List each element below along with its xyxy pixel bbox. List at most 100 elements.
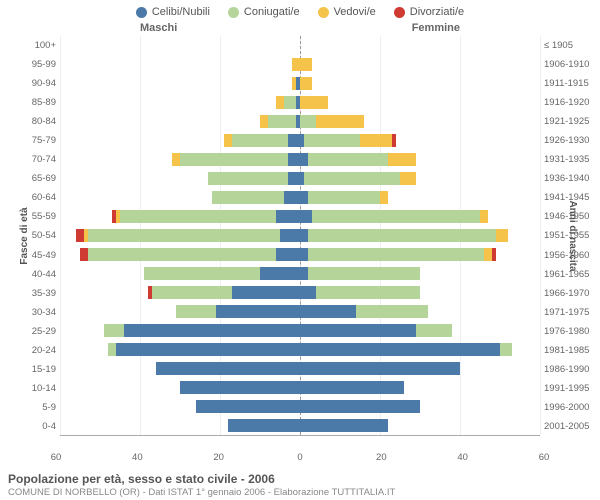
bar-male xyxy=(60,172,300,186)
x-tick: 60 xyxy=(539,452,550,463)
y-axis-left-title: Fasce di età xyxy=(19,207,30,264)
x-tick: 20 xyxy=(213,452,224,463)
bar-row xyxy=(60,302,540,321)
legend-swatch xyxy=(228,7,239,18)
bar-row xyxy=(60,340,540,359)
legend-swatch xyxy=(318,7,329,18)
footer: Popolazione per età, sesso e stato civil… xyxy=(8,472,592,498)
age-label: 30-34 xyxy=(0,303,56,322)
bar-female xyxy=(300,77,540,91)
segment xyxy=(144,267,260,281)
bar-male xyxy=(60,400,300,414)
bar-male xyxy=(60,343,300,357)
bar-female xyxy=(300,115,540,129)
birth-label: ≤ 1905 xyxy=(544,36,600,55)
bar-female xyxy=(300,248,540,262)
bar-male xyxy=(60,286,300,300)
segment xyxy=(492,248,496,262)
segment xyxy=(500,343,512,357)
segment xyxy=(196,400,300,414)
segment xyxy=(300,419,388,433)
bar-row xyxy=(60,112,540,131)
segment xyxy=(284,191,300,205)
segment xyxy=(224,134,232,148)
birth-label: 1986-1990 xyxy=(544,360,600,379)
segment xyxy=(76,229,84,243)
bar-row xyxy=(60,226,540,245)
bar-female xyxy=(300,134,540,148)
age-label: 65-69 xyxy=(0,169,56,188)
x-tick: 40 xyxy=(132,452,143,463)
segment xyxy=(300,115,316,129)
birth-label: 1936-1940 xyxy=(544,169,600,188)
segment xyxy=(116,343,300,357)
bar-female xyxy=(300,153,540,167)
bar-row xyxy=(60,93,540,112)
bar-male xyxy=(60,77,300,91)
segment xyxy=(208,172,288,186)
legend: Celibi/NubiliConiugati/eVedovi/eDivorzia… xyxy=(0,0,600,20)
bar-row xyxy=(60,74,540,93)
segment xyxy=(288,134,300,148)
bar-male xyxy=(60,248,300,262)
birth-label: 1911-1915 xyxy=(544,74,600,93)
bar-female xyxy=(300,324,540,338)
segment xyxy=(300,324,416,338)
segment xyxy=(276,248,300,262)
age-label: 5-9 xyxy=(0,398,56,417)
segment xyxy=(276,96,284,110)
bar-row xyxy=(60,397,540,416)
bar-male xyxy=(60,229,300,243)
birth-label: 1966-1970 xyxy=(544,284,600,303)
bar-male xyxy=(60,134,300,148)
bar-male xyxy=(60,115,300,129)
segment xyxy=(268,115,296,129)
legend-label: Coniugati/e xyxy=(244,6,300,18)
bar-row xyxy=(60,321,540,340)
bar-female xyxy=(300,267,540,281)
x-tick: 40 xyxy=(457,452,468,463)
segment xyxy=(108,343,116,357)
segment xyxy=(280,229,300,243)
age-label: 80-84 xyxy=(0,112,56,131)
segment xyxy=(180,153,288,167)
segment xyxy=(152,286,232,300)
segment xyxy=(316,286,420,300)
bar-row xyxy=(60,207,540,226)
bar-row xyxy=(60,283,540,302)
birth-label: 2001-2005 xyxy=(544,417,600,436)
age-label: 20-24 xyxy=(0,341,56,360)
birth-label: 1921-1925 xyxy=(544,112,600,131)
bar-row xyxy=(60,131,540,150)
bar-female xyxy=(300,191,540,205)
segment xyxy=(216,305,300,319)
segment xyxy=(276,210,300,224)
bar-female xyxy=(300,58,540,72)
age-label: 100+ xyxy=(0,36,56,55)
age-label: 0-4 xyxy=(0,417,56,436)
segment xyxy=(300,191,308,205)
bar-row xyxy=(60,55,540,74)
x-tick: 20 xyxy=(376,452,387,463)
bar-row xyxy=(60,188,540,207)
bar-row xyxy=(60,416,540,435)
segment xyxy=(172,153,180,167)
birth-label: 1981-1985 xyxy=(544,341,600,360)
segment xyxy=(124,324,300,338)
segment xyxy=(300,400,420,414)
bar-female xyxy=(300,419,540,433)
bar-male xyxy=(60,362,300,376)
bar-female xyxy=(300,96,540,110)
age-label: 75-79 xyxy=(0,131,56,150)
bar-male xyxy=(60,153,300,167)
segment xyxy=(288,172,300,186)
segment xyxy=(400,172,416,186)
label-female: Femmine xyxy=(412,22,460,34)
segment xyxy=(300,96,328,110)
segment xyxy=(156,362,300,376)
birth-label: 1971-1975 xyxy=(544,303,600,322)
chart: Fasce di età 100+95-9990-9485-8980-8475-… xyxy=(0,36,600,436)
segment xyxy=(300,77,312,91)
segment xyxy=(88,248,276,262)
segment xyxy=(80,248,88,262)
